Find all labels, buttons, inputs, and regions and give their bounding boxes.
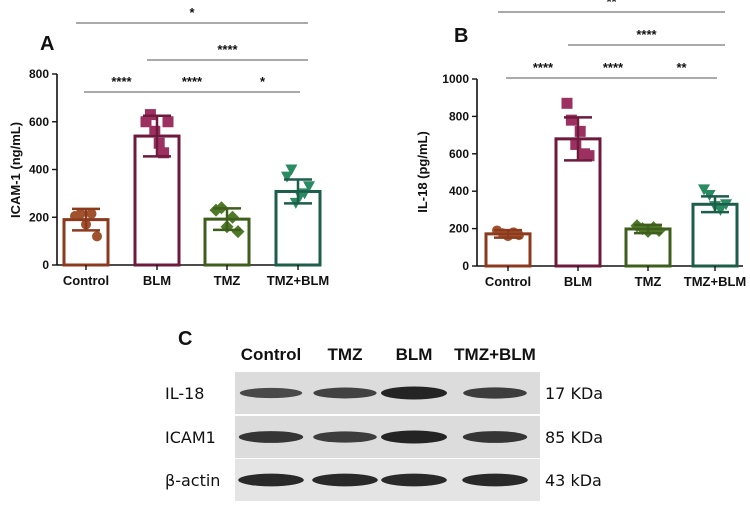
blot-band (381, 473, 447, 487)
bar (691, 202, 739, 268)
x-tick-label: Control (63, 273, 109, 288)
panel-letter-c: C (178, 328, 192, 350)
x-tick-label: TMZ+BLM (267, 273, 329, 288)
data-point (583, 150, 595, 162)
blot-band (462, 473, 528, 487)
blot-protein-label: β-actin (165, 471, 220, 490)
x-tick-label: TMZ (635, 274, 662, 289)
blot-band (238, 473, 304, 487)
data-point (303, 181, 315, 193)
blot-band (462, 431, 528, 443)
data-point (574, 125, 586, 137)
y-tick-label: 600 (449, 147, 469, 161)
data-point (149, 125, 161, 137)
y-tick-label: 200 (449, 222, 469, 236)
significance-label: **** (111, 74, 132, 89)
blot-column-header: TMZ+BLM (454, 345, 536, 364)
significance-label: ** (676, 60, 687, 75)
x-tick-label: BLM (564, 274, 592, 289)
data-point (140, 116, 152, 128)
y-tick-label: 1000 (442, 72, 469, 86)
y-tick-label: 0 (42, 258, 49, 272)
data-point (92, 231, 102, 242)
blot-column-header: Control (241, 345, 301, 364)
y-tick-label: 600 (29, 115, 49, 129)
significance-label: **** (533, 60, 554, 75)
data-point (561, 97, 573, 109)
data-point (570, 138, 582, 150)
blot-band (238, 431, 304, 443)
data-point (231, 225, 245, 239)
data-point (714, 204, 727, 216)
significance-label: **** (182, 74, 203, 89)
y-tick-label: 400 (449, 184, 469, 198)
significance-label: * (260, 74, 266, 89)
blot-band (381, 430, 447, 444)
data-point (698, 184, 710, 196)
x-tick-label: BLM (143, 273, 171, 288)
y-tick-label: 800 (29, 67, 49, 81)
western-blot: C Control TMZ BLM TMZ+BLM IL-18 17 KDa ICAM1 8… (165, 328, 603, 501)
blot-column-headers: Control TMZ BLM TMZ+BLM (241, 345, 536, 364)
y-axis-label: IL-18 (pg/mL) (415, 131, 430, 213)
y-tick-label: 800 (449, 109, 469, 123)
significance-label: **** (603, 60, 624, 75)
y-tick-label: 200 (29, 210, 49, 224)
data-point (285, 164, 298, 176)
x-tick-label: Control (485, 274, 531, 289)
blot-column-header: TMZ (328, 345, 363, 364)
panel-letter-a: A (40, 33, 54, 55)
blot-size-label: 43 kDa (545, 471, 602, 490)
significance-label: * (189, 5, 195, 20)
data-point (158, 147, 170, 159)
blot-band (313, 431, 377, 443)
blot-band (463, 387, 527, 399)
y-tick-label: 0 (462, 259, 469, 273)
x-tick-label: TMZ (214, 273, 241, 288)
blot-band (313, 387, 377, 399)
significance-label: **** (217, 42, 238, 57)
data-point (162, 116, 174, 128)
blot-rows: IL-18 17 KDa ICAM1 85 KDa β-actin 43 kDa (165, 372, 603, 501)
significance-label: ** (606, 0, 617, 9)
y-axis-label: ICAM-1 (ng/mL) (8, 122, 23, 218)
data-point (281, 171, 293, 183)
x-tick-label: TMZ+BLM (684, 274, 746, 289)
blot-band (312, 473, 378, 487)
data-point (226, 210, 239, 224)
y-tick-label: 400 (29, 163, 49, 177)
data-point (153, 137, 165, 149)
blot-protein-label: IL-18 (165, 384, 204, 403)
blot-size-label: 85 KDa (545, 428, 603, 447)
significance-label: **** (636, 27, 657, 42)
panel-letter-b: B (454, 25, 468, 47)
data-point (75, 208, 86, 219)
blot-size-label: 17 KDa (545, 384, 603, 403)
chart-il18: B IL-18 (pg/mL) 0 200 400 600 800 1000 Control… (415, 0, 746, 289)
data-point (86, 208, 97, 219)
blot-column-header: BLM (396, 345, 433, 364)
blot-band (381, 386, 447, 400)
data-point (565, 114, 577, 126)
blot-protein-label: ICAM1 (165, 428, 216, 447)
blot-band (239, 387, 303, 399)
chart-icam1: A ICAM-1 (ng/mL) 0 200 400 600 800 Control BLM… (8, 5, 329, 288)
